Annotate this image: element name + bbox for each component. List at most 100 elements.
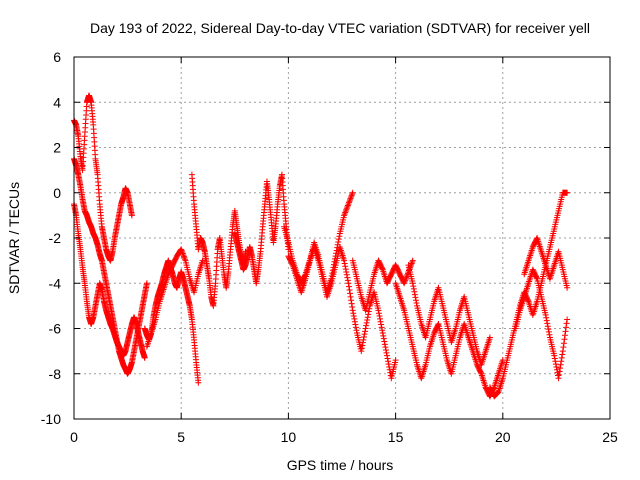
data-point [379, 327, 386, 334]
data-point [543, 317, 550, 324]
data-point [384, 352, 391, 359]
data-point [341, 212, 348, 219]
data-point [348, 297, 355, 304]
data-point [403, 274, 410, 281]
data-point [533, 274, 540, 281]
data-point [342, 208, 349, 215]
grid-lines [74, 57, 610, 419]
data-point [335, 236, 342, 243]
data-point [344, 277, 351, 284]
data-point [180, 251, 187, 258]
data-points [71, 92, 571, 400]
data-point [346, 287, 353, 294]
data-point [380, 332, 387, 339]
data-point [551, 352, 558, 359]
data-point [561, 336, 568, 343]
data-point [344, 203, 351, 210]
data-point [361, 331, 368, 338]
data-point [181, 256, 188, 263]
data-point [385, 358, 392, 365]
data-point [545, 328, 552, 335]
data-point [409, 259, 416, 266]
data-point [410, 283, 417, 290]
data-point [342, 266, 349, 273]
data-point [564, 316, 571, 323]
data-point [348, 192, 355, 199]
data-point [410, 285, 417, 292]
data-point [402, 277, 409, 284]
data-point [381, 338, 388, 345]
data-point [434, 322, 441, 329]
data-point [335, 238, 342, 245]
x-tick-label: 20 [495, 429, 511, 445]
y-tick-label: -2 [49, 230, 62, 246]
data-point [401, 280, 408, 287]
data-point [178, 247, 185, 254]
data-point [379, 265, 386, 272]
data-point [560, 340, 567, 347]
data-point [381, 341, 388, 348]
chart-title: Day 193 of 2022, Sidereal Day-to-day VTE… [90, 20, 590, 36]
data-point [341, 210, 348, 217]
data-point [552, 361, 559, 368]
data-point [349, 304, 356, 311]
data-point [352, 324, 359, 331]
series-e [143, 246, 206, 350]
x-tick-label: 5 [177, 429, 185, 445]
data-point [352, 321, 359, 328]
data-point [386, 366, 393, 373]
data-point [360, 336, 367, 343]
y-tick-label: -4 [49, 275, 62, 291]
data-point [557, 361, 564, 368]
data-point [401, 278, 408, 285]
data-point [364, 317, 371, 324]
data-point [561, 332, 568, 339]
data-point [289, 261, 296, 268]
data-point [181, 254, 188, 261]
y-tick-label: -8 [49, 366, 62, 382]
data-point [363, 322, 370, 329]
data-point [564, 284, 571, 291]
data-point [558, 354, 565, 361]
data-point [404, 271, 411, 278]
x-axis-label: GPS time / hours [287, 457, 394, 473]
data-point [379, 330, 386, 337]
data-point [553, 363, 560, 370]
data-point [543, 314, 550, 321]
y-tick-label: 0 [53, 185, 61, 201]
data-point [558, 358, 565, 365]
data-point [408, 260, 415, 267]
data-point [402, 276, 409, 283]
data-point [378, 324, 385, 331]
data-point [375, 310, 382, 317]
data-point [380, 335, 387, 342]
data-point [345, 280, 352, 287]
data-point [180, 253, 187, 260]
data-point [412, 294, 419, 301]
data-point [412, 297, 419, 304]
data-point [360, 333, 367, 340]
data-point [341, 260, 348, 267]
series-j [349, 257, 416, 314]
axis-ticks [73, 56, 611, 420]
data-point [346, 198, 353, 205]
data-point [344, 202, 351, 209]
data-point [347, 293, 354, 300]
data-point [351, 315, 358, 322]
data-point [179, 250, 186, 257]
data-point [359, 339, 366, 346]
data-point [347, 196, 354, 203]
x-tick-label: 25 [602, 429, 618, 445]
x-tick-label: 10 [281, 429, 297, 445]
data-point [347, 195, 354, 202]
data-point [143, 280, 150, 287]
data-point [409, 280, 416, 287]
series-c [71, 201, 148, 361]
data-point [563, 320, 570, 327]
data-point [365, 311, 372, 318]
data-point [411, 291, 418, 298]
series-i [285, 244, 399, 382]
data-point [347, 290, 354, 297]
x-tick-label: 15 [388, 429, 404, 445]
series-h [281, 189, 356, 296]
